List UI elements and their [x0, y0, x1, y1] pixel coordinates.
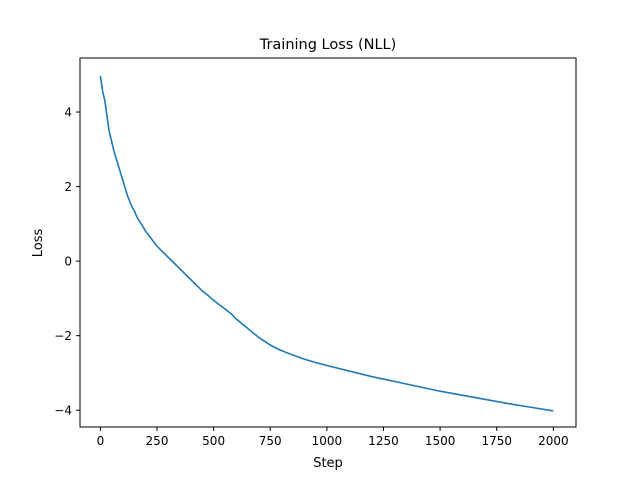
x-tick-label: 1000: [312, 434, 343, 448]
chart-title: Training Loss (NLL): [259, 37, 397, 53]
x-tick-label: 2000: [538, 434, 569, 448]
x-tick-label: 1750: [481, 434, 512, 448]
x-axis: 0 250 500 750 1000 1250 1500 1750 2000: [97, 427, 569, 448]
loss-series-line: [99, 75, 554, 412]
plot-area: [99, 75, 554, 412]
y-axis: −4 −2 0 2 4: [54, 106, 80, 418]
y-tick-label: −2: [54, 329, 72, 343]
x-tick-label: 0: [97, 434, 105, 448]
x-axis-label: Step: [313, 456, 343, 471]
y-tick-label: −4: [54, 404, 72, 418]
x-tick-label: 1500: [425, 434, 456, 448]
x-tick-label: 1250: [368, 434, 399, 448]
x-tick-label: 500: [202, 434, 225, 448]
y-tick-label: 2: [64, 180, 72, 194]
x-tick-label: 750: [259, 434, 282, 448]
y-tick-label: 0: [64, 255, 72, 269]
y-axis-label: Loss: [31, 229, 46, 258]
y-tick-label: 4: [64, 106, 72, 120]
axes-frame: [79, 57, 577, 428]
x-tick-label: 250: [146, 434, 169, 448]
